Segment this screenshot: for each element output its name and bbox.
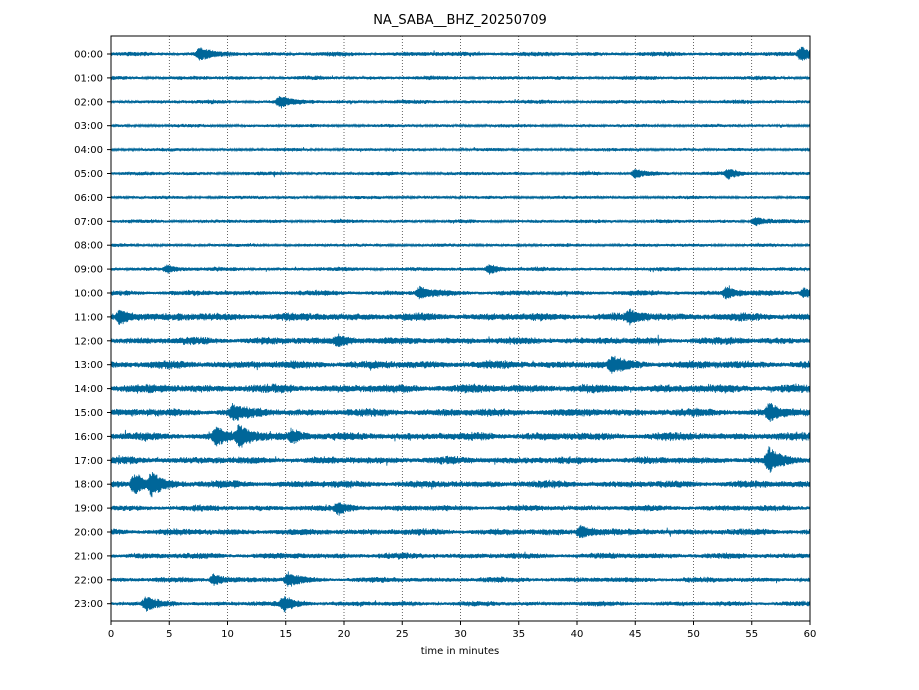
y-tick-label: 03:00 [74, 121, 103, 132]
trace-1600 [110, 424, 811, 448]
y-tick-label: 17:00 [74, 456, 103, 467]
x-axis-ticks: 0 5 10 15 20 25 30 35 40 45 50 55 60 [108, 621, 817, 640]
x-tick-label: 50 [687, 629, 700, 640]
y-tick-label: 20:00 [74, 528, 103, 539]
trace-0600 [110, 194, 811, 201]
x-tick-label: 25 [396, 629, 409, 640]
trace-0800 [110, 242, 811, 248]
y-tick-label: 00:00 [74, 50, 103, 61]
x-tick-label: 5 [166, 629, 172, 640]
y-tick-label: 07:00 [74, 217, 103, 228]
y-tick-label: 22:00 [74, 575, 103, 586]
x-tick-label: 35 [512, 629, 525, 640]
x-tick-label: 60 [804, 629, 817, 640]
y-tick-label: 13:00 [74, 360, 103, 371]
y-tick-label: 04:00 [74, 145, 103, 156]
trace-2300 [110, 596, 811, 613]
trace-1100 [110, 308, 811, 326]
trace-0500 [110, 169, 811, 180]
trace-2200 [110, 571, 811, 587]
y-tick-label: 01:00 [74, 73, 103, 84]
x-tick-label: 15 [279, 629, 292, 640]
x-tick-label: 55 [745, 629, 758, 640]
x-tick-label: 45 [629, 629, 642, 640]
trace-0900 [110, 264, 811, 275]
x-tick-label: 20 [338, 629, 351, 640]
trace-0400 [110, 146, 811, 153]
trace-0000 [110, 46, 811, 61]
y-axis-ticks: 00:00 01:00 02:00 03:00 04:00 05:00 06:00 07:00… [74, 50, 111, 610]
trace-1900 [110, 502, 811, 516]
x-tick-label: 30 [454, 629, 467, 640]
trace-1500 [110, 402, 811, 422]
y-tick-label: 19:00 [74, 504, 103, 515]
trace-0700 [110, 217, 811, 227]
y-tick-label: 15:00 [74, 408, 103, 419]
y-tick-label: 12:00 [74, 336, 103, 347]
trace-2000 [110, 524, 811, 539]
traces [110, 46, 811, 613]
y-tick-label: 06:00 [74, 193, 103, 204]
trace-1300 [110, 355, 811, 374]
y-tick-label: 11:00 [74, 312, 103, 323]
y-tick-label: 10:00 [74, 289, 103, 300]
y-tick-label: 02:00 [74, 97, 103, 108]
y-tick-label: 21:00 [74, 551, 103, 562]
trace-0200 [110, 95, 811, 109]
trace-1200 [110, 333, 811, 347]
trace-1800 [110, 471, 811, 498]
x-axis-label: time in minutes [421, 646, 500, 657]
y-tick-label: 23:00 [74, 599, 103, 610]
y-tick-label: 05:00 [74, 169, 103, 180]
y-tick-label: 08:00 [74, 241, 103, 252]
y-tick-label: 14:00 [74, 384, 103, 395]
x-tick-label: 40 [571, 629, 584, 640]
x-tick-label: 10 [221, 629, 234, 640]
x-tick-label: 0 [108, 629, 114, 640]
trace-0100 [110, 75, 811, 81]
y-tick-label: 09:00 [74, 265, 103, 276]
trace-2100 [110, 551, 811, 560]
trace-1400 [110, 383, 811, 394]
chart-title: NA_SABA__BHZ_20250709 [373, 13, 547, 28]
y-tick-label: 18:00 [74, 480, 103, 491]
trace-1000 [110, 285, 811, 300]
trace-1700 [110, 446, 811, 473]
trace-0300 [110, 123, 811, 129]
y-tick-label: 16:00 [74, 432, 103, 443]
